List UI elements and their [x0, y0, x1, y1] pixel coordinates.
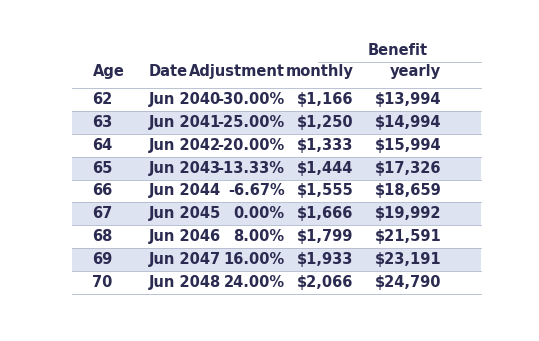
Text: Date: Date: [149, 64, 188, 79]
Text: $24,790: $24,790: [375, 275, 441, 290]
Text: $1,666: $1,666: [297, 206, 354, 221]
Text: $17,326: $17,326: [375, 161, 441, 176]
Text: $1,250: $1,250: [297, 115, 354, 130]
Text: 63: 63: [93, 115, 113, 130]
Text: -20.00%: -20.00%: [217, 138, 285, 153]
Text: 24.00%: 24.00%: [224, 275, 285, 290]
Text: 67: 67: [93, 206, 113, 221]
Bar: [72, 271, 481, 294]
Text: $1,933: $1,933: [297, 252, 354, 267]
Text: Benefit: Benefit: [367, 43, 427, 58]
Text: Jun 2044: Jun 2044: [149, 183, 221, 198]
Text: monthly: monthly: [286, 64, 354, 79]
Text: $1,555: $1,555: [297, 183, 354, 198]
Text: $2,066: $2,066: [297, 275, 354, 290]
Text: $1,444: $1,444: [297, 161, 354, 176]
Text: 69: 69: [93, 252, 113, 267]
Bar: [72, 180, 481, 203]
Text: $13,994: $13,994: [375, 92, 441, 107]
Text: 8.00%: 8.00%: [233, 229, 285, 244]
Text: $14,994: $14,994: [375, 115, 441, 130]
Bar: [72, 225, 481, 248]
Bar: [72, 111, 481, 134]
Text: 65: 65: [93, 161, 113, 176]
Text: -13.33%: -13.33%: [218, 161, 285, 176]
Text: Jun 2047: Jun 2047: [149, 252, 221, 267]
Text: Jun 2042: Jun 2042: [149, 138, 221, 153]
Text: 70: 70: [93, 275, 113, 290]
Bar: [72, 203, 481, 225]
Text: $23,191: $23,191: [375, 252, 441, 267]
Text: $1,799: $1,799: [297, 229, 354, 244]
Text: -6.67%: -6.67%: [228, 183, 285, 198]
Bar: [72, 88, 481, 111]
Text: Adjustment: Adjustment: [189, 64, 285, 79]
Text: Jun 2040: Jun 2040: [149, 92, 221, 107]
Bar: [72, 134, 481, 157]
Text: 64: 64: [93, 138, 113, 153]
Text: Jun 2045: Jun 2045: [149, 206, 221, 221]
Text: $1,333: $1,333: [297, 138, 354, 153]
Bar: [72, 248, 481, 271]
Bar: [72, 157, 481, 180]
Text: $19,992: $19,992: [375, 206, 441, 221]
Text: 62: 62: [93, 92, 113, 107]
Text: yearly: yearly: [390, 64, 441, 79]
Text: Jun 2048: Jun 2048: [149, 275, 221, 290]
Text: Jun 2046: Jun 2046: [149, 229, 221, 244]
Text: $18,659: $18,659: [375, 183, 441, 198]
Text: -25.00%: -25.00%: [217, 115, 285, 130]
Text: 0.00%: 0.00%: [233, 206, 285, 221]
Text: 66: 66: [93, 183, 113, 198]
Text: 68: 68: [93, 229, 113, 244]
Text: 16.00%: 16.00%: [223, 252, 285, 267]
Text: $15,994: $15,994: [375, 138, 441, 153]
Text: Age: Age: [93, 64, 125, 79]
Text: $1,166: $1,166: [297, 92, 354, 107]
Text: -30.00%: -30.00%: [217, 92, 285, 107]
Text: Jun 2043: Jun 2043: [149, 161, 221, 176]
Text: $21,591: $21,591: [375, 229, 441, 244]
Text: Jun 2041: Jun 2041: [149, 115, 221, 130]
